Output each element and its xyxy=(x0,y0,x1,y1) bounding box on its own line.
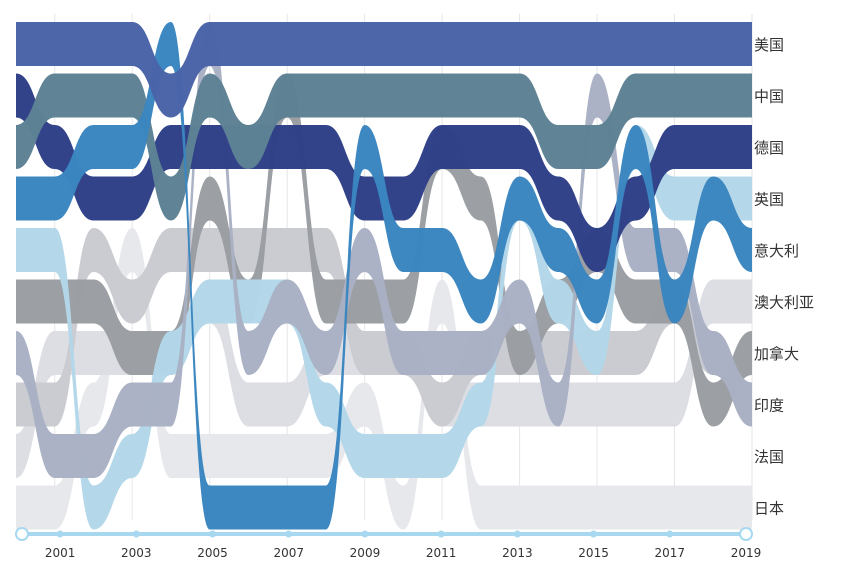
rank-label: 美国 xyxy=(754,36,784,54)
series-band xyxy=(16,125,752,530)
timeline-tick-label: 2019 xyxy=(731,546,762,560)
series-band xyxy=(16,228,752,427)
timeline-tick-label: 2009 xyxy=(350,546,381,560)
rank-label: 英国 xyxy=(754,191,784,209)
timeline-tick-label: 2017 xyxy=(655,546,686,560)
timeline-start-handle[interactable] xyxy=(15,527,29,541)
series-band xyxy=(16,22,752,478)
rank-label: 意大利 xyxy=(754,242,799,260)
timeline-tick[interactable] xyxy=(132,530,140,538)
rank-label: 中国 xyxy=(754,88,784,106)
rank-label: 印度 xyxy=(754,397,784,415)
rank-label: 法国 xyxy=(754,448,784,466)
timeline-tick-label: 2001 xyxy=(45,546,76,560)
timeline-tick[interactable] xyxy=(437,530,445,538)
timeline-tick[interactable] xyxy=(666,530,674,538)
rank-label: 加拿大 xyxy=(754,345,799,363)
timeline-tick[interactable] xyxy=(209,530,217,538)
ranking-bands xyxy=(16,22,752,530)
series-band xyxy=(16,73,752,221)
timeline-tick[interactable] xyxy=(361,530,369,538)
series-band xyxy=(16,73,752,272)
timeline-end-handle[interactable] xyxy=(739,527,753,541)
rank-label: 澳大利亚 xyxy=(754,294,814,312)
timeline-tick-label: 2015 xyxy=(578,546,609,560)
timeline-tick[interactable] xyxy=(285,530,293,538)
rank-label: 德国 xyxy=(754,139,784,157)
timeline-tick[interactable] xyxy=(56,530,64,538)
timeline-tick-label: 2013 xyxy=(502,546,533,560)
timeline-tick[interactable] xyxy=(513,530,521,538)
timeline[interactable]: 2001 2003 2005 2007 2009 2011 2013 2015 2017 2019 xyxy=(15,527,762,560)
timeline-tick-label: 2005 xyxy=(197,546,228,560)
timeline-tick-label: 2007 xyxy=(273,546,304,560)
timeline-tick[interactable] xyxy=(590,530,598,538)
series-band xyxy=(16,228,752,530)
series-band xyxy=(16,22,752,118)
timeline-tick-label: 2011 xyxy=(426,546,457,560)
series-band xyxy=(16,22,752,530)
timeline-tick-label: 2003 xyxy=(121,546,152,560)
rank-label: 日本 xyxy=(754,500,784,518)
